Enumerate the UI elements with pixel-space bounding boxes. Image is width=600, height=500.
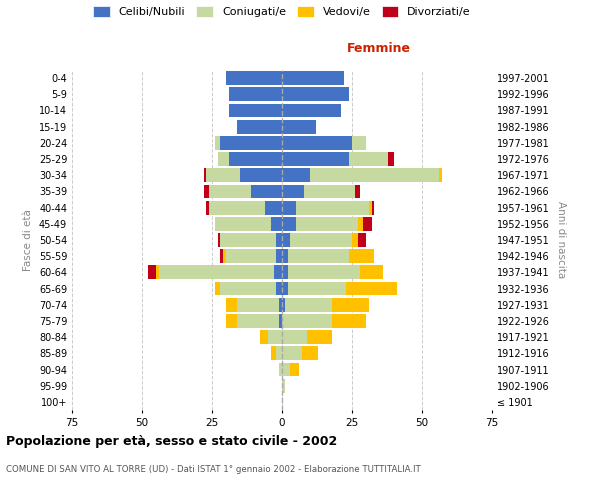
Legend: Celibi/Nubili, Coniugati/e, Vedovi/e, Divorziati/e: Celibi/Nubili, Coniugati/e, Vedovi/e, Di… xyxy=(93,6,471,17)
Bar xyxy=(220,282,277,296)
Bar xyxy=(282,200,296,214)
Bar xyxy=(439,168,442,182)
Bar xyxy=(282,217,296,230)
Bar xyxy=(290,233,352,247)
Bar xyxy=(268,330,282,344)
Bar xyxy=(237,298,279,312)
Bar xyxy=(203,184,209,198)
Bar xyxy=(226,314,237,328)
Bar xyxy=(332,298,369,312)
Bar xyxy=(282,362,290,376)
Bar xyxy=(223,250,226,263)
Bar xyxy=(203,168,206,182)
Bar xyxy=(209,184,251,198)
Bar xyxy=(277,250,282,263)
Bar xyxy=(159,266,274,280)
Bar xyxy=(277,346,282,360)
Y-axis label: Anni di nascita: Anni di nascita xyxy=(556,202,566,278)
Bar xyxy=(363,217,371,230)
Bar xyxy=(279,298,282,312)
Bar xyxy=(282,88,349,101)
Bar xyxy=(282,168,310,182)
Bar xyxy=(282,298,285,312)
Bar xyxy=(226,250,277,263)
Bar xyxy=(229,88,282,101)
Bar xyxy=(229,152,282,166)
Bar xyxy=(156,266,159,280)
Bar xyxy=(218,152,229,166)
Bar xyxy=(277,233,282,247)
Bar xyxy=(296,200,369,214)
Bar xyxy=(279,362,282,376)
Bar xyxy=(282,136,352,149)
Bar xyxy=(282,233,290,247)
Bar xyxy=(371,200,374,214)
Bar xyxy=(296,217,358,230)
Bar xyxy=(388,152,394,166)
Bar xyxy=(358,233,366,247)
Bar xyxy=(274,266,282,280)
Bar xyxy=(220,136,282,149)
Bar xyxy=(229,104,282,118)
Bar xyxy=(287,266,361,280)
Bar xyxy=(260,330,268,344)
Bar xyxy=(282,314,332,328)
Bar xyxy=(215,217,271,230)
Bar xyxy=(282,266,287,280)
Text: Popolazione per età, sesso e stato civile - 2002: Popolazione per età, sesso e stato civil… xyxy=(6,435,337,448)
Bar xyxy=(282,104,341,118)
Text: Femmine: Femmine xyxy=(347,42,410,54)
Bar xyxy=(285,298,332,312)
Bar xyxy=(209,200,265,214)
Bar xyxy=(355,184,361,198)
Bar xyxy=(352,233,358,247)
Bar xyxy=(240,168,282,182)
Bar xyxy=(369,200,371,214)
Bar xyxy=(277,282,282,296)
Bar xyxy=(282,282,287,296)
Y-axis label: Fasce di età: Fasce di età xyxy=(23,209,33,271)
Bar xyxy=(287,250,349,263)
Bar xyxy=(282,184,304,198)
Bar xyxy=(282,71,344,85)
Bar xyxy=(307,330,332,344)
Bar xyxy=(282,152,349,166)
Bar xyxy=(332,314,366,328)
Bar xyxy=(279,314,282,328)
Bar xyxy=(282,330,307,344)
Bar xyxy=(352,136,366,149)
Bar xyxy=(226,298,237,312)
Bar xyxy=(215,282,220,296)
Bar xyxy=(349,152,388,166)
Bar xyxy=(237,120,282,134)
Bar xyxy=(251,184,282,198)
Bar xyxy=(148,266,156,280)
Bar xyxy=(226,71,282,85)
Bar xyxy=(310,168,439,182)
Bar xyxy=(304,184,355,198)
Bar xyxy=(282,346,302,360)
Bar xyxy=(206,200,209,214)
Bar xyxy=(271,346,277,360)
Text: COMUNE DI SAN VITO AL TORRE (UD) - Dati ISTAT 1° gennaio 2002 - Elaborazione TUT: COMUNE DI SAN VITO AL TORRE (UD) - Dati … xyxy=(6,465,421,474)
Bar xyxy=(265,200,282,214)
Bar xyxy=(287,282,346,296)
Bar xyxy=(220,250,223,263)
Bar xyxy=(218,233,220,247)
Bar xyxy=(346,282,397,296)
Bar xyxy=(215,136,220,149)
Bar xyxy=(361,266,383,280)
Bar xyxy=(206,168,240,182)
Bar xyxy=(349,250,374,263)
Bar xyxy=(282,250,287,263)
Bar xyxy=(358,217,363,230)
Bar xyxy=(271,217,282,230)
Bar xyxy=(282,379,285,392)
Bar xyxy=(220,233,277,247)
Bar xyxy=(237,314,279,328)
Bar xyxy=(290,362,299,376)
Bar xyxy=(302,346,319,360)
Bar xyxy=(282,120,316,134)
